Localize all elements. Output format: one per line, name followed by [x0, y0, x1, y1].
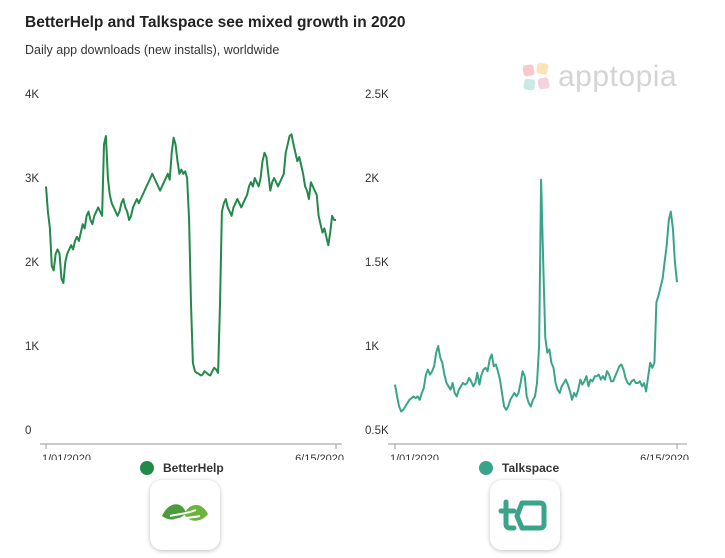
x-tick-label: 1/01/2020: [42, 453, 91, 460]
y-tick-label: 1K: [365, 341, 379, 353]
talkspace-logo-icon: [498, 499, 547, 531]
series-line-betterhelp: [45, 133, 336, 377]
chart-subtitle: Daily app downloads (new installs), worl…: [25, 43, 280, 57]
legend-marker-talkspace: [479, 461, 493, 475]
betterhelp-leaf-icon: [162, 504, 208, 521]
apptopia-logo-icon: [522, 62, 550, 91]
x-tick-label: 6/15/2020: [640, 453, 689, 460]
apptopia-wordmark: apptopia: [558, 60, 678, 93]
legend-label-talkspace: Talkspace: [502, 461, 560, 475]
y-tick-label: 2K: [365, 173, 379, 185]
talkspace-app-icon: [490, 480, 560, 550]
y-tick-label: 4K: [25, 89, 39, 101]
y-tick-label: 0.5K: [365, 425, 389, 437]
talkspace-chart: 0.5K 1K 1.5K 2K 2.5K 1/01/2020 6/15/2020: [365, 89, 689, 460]
legend-talkspace: Talkspace: [479, 459, 559, 477]
legend-label-betterhelp: BetterHelp: [163, 461, 224, 475]
y-tick-label: 1.5K: [365, 257, 389, 269]
chart-title: BetterHelp and Talkspace see mixed growt…: [25, 14, 406, 31]
series-line-talkspace: [394, 178, 678, 413]
legend-betterhelp: BetterHelp: [140, 459, 224, 477]
y-tick-label: 2K: [25, 257, 39, 269]
x-tick-label: 6/15/2020: [295, 453, 344, 460]
y-tick-label: 0: [25, 425, 31, 437]
y-tick-label: 2.5K: [365, 89, 389, 101]
x-tick-label: 1/01/2020: [390, 453, 439, 460]
legend-marker-betterhelp: [140, 461, 154, 475]
apptopia-logo: apptopia: [520, 60, 677, 94]
y-tick-label: 3K: [25, 173, 39, 185]
betterhelp-app-icon: [150, 480, 220, 550]
y-tick-label: 1K: [25, 341, 39, 353]
betterhelp-chart: 0 1K 2K 3K 4K 1/01/2020 6/15/2020: [25, 89, 344, 460]
